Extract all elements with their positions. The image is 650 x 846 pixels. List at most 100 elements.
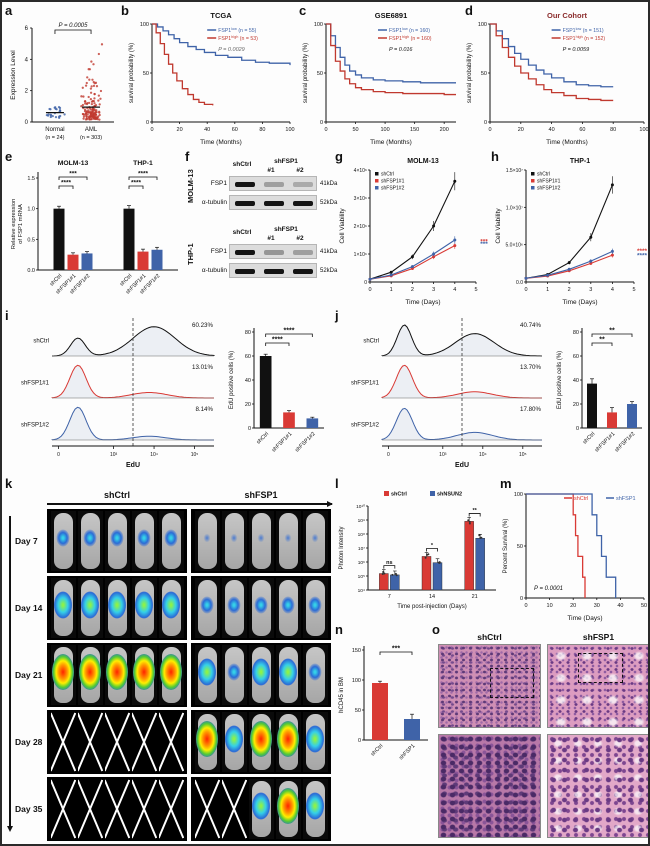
protein-band — [293, 182, 313, 187]
blot-row-α-tubulin: α-tubulin 52kDa — [195, 195, 337, 210]
sig-bracket — [591, 342, 613, 346]
bar-shNSUN2 — [390, 574, 400, 591]
rect-shape — [375, 179, 379, 183]
text-label: 100 — [314, 22, 323, 28]
protein-band — [264, 269, 284, 274]
text-label: 40 — [573, 378, 579, 384]
text-label: 10⁴ — [479, 452, 487, 458]
x-axis-label: Time (Days) — [562, 299, 597, 306]
legend-entry: FSP1high (n = 160) — [389, 35, 432, 42]
tspan-shape: FSP1 — [563, 28, 576, 34]
y-axis-label: survival probability (%) — [467, 43, 473, 103]
blot-image — [229, 195, 317, 210]
bioluminescence-signal-faint — [311, 533, 319, 543]
mice-column-label-shCtrl: shCtrl — [103, 490, 130, 500]
circle-shape — [382, 571, 385, 574]
text-label: 150 — [410, 127, 419, 133]
flow-histogram-shCtrl — [51, 326, 215, 357]
circle-shape — [410, 255, 414, 259]
day-label: Day 35 — [15, 804, 43, 814]
blot-image — [229, 176, 317, 191]
tspan-shape: high — [231, 35, 238, 39]
sig-stars: * — [431, 543, 434, 549]
sig-bracket — [468, 513, 481, 517]
mouse-image — [275, 511, 301, 571]
protein-band — [235, 182, 255, 187]
bar-shFSP1 — [404, 719, 420, 740]
y-axis-label: EdU positive cells (%) — [557, 351, 563, 409]
sig-stars: *** — [480, 241, 488, 248]
x-axis-label: Time (Months) — [546, 139, 588, 146]
tspan-shape: (n = 55) — [237, 28, 257, 34]
sig-stars: **** — [637, 248, 648, 255]
chart-title: MOLM-13 — [407, 158, 439, 165]
mouse-image — [194, 712, 220, 772]
circle-shape — [59, 114, 62, 118]
mouse-image — [302, 712, 328, 772]
lane-label-2: #2 — [296, 167, 304, 174]
viability-line-molm13: 0 1×10⁶ 2×10⁶ 3×10⁶ 4×10⁶ 0 1 2 3 4 5 MOLM-13 Time (… — [339, 158, 488, 306]
line-shFSP1#1 — [369, 245, 456, 280]
circle-shape — [453, 244, 457, 248]
bioluminescence-signal-med — [306, 792, 324, 820]
text-label: 10⁴ — [358, 588, 365, 594]
text-label: 3 — [589, 287, 592, 293]
text-label: 100 — [140, 22, 149, 28]
text-label: 10¹⁰ — [356, 504, 365, 510]
circle-shape — [90, 100, 94, 103]
tspan-shape: FSP1 — [389, 28, 402, 34]
row-label: shFSP1#1 — [351, 381, 380, 387]
bar-shCtrl — [123, 208, 135, 270]
gate-percentage: 13.70% — [520, 364, 541, 371]
text-label: 10³ — [110, 452, 118, 458]
circle-shape — [567, 267, 571, 271]
tspan-shape: (n = 160) — [408, 28, 431, 34]
circle-shape — [80, 105, 83, 108]
gate-percentage: 13.01% — [192, 364, 213, 371]
tspan-shape: (n = 53) — [238, 36, 258, 42]
bioluminescence-signal-low — [83, 529, 97, 547]
circle-shape — [468, 522, 471, 525]
text-label: 40 — [617, 603, 623, 609]
circle-shape — [427, 553, 430, 556]
circle-shape — [55, 108, 58, 111]
circle-shape — [83, 108, 87, 111]
text-label: 1.5×10⁷ — [506, 168, 523, 174]
dead-mouse-x — [50, 779, 76, 839]
panel-letter-k: k — [5, 476, 13, 491]
text-label: 7 — [388, 594, 391, 600]
tspan-shape: (n = 160) — [409, 36, 432, 42]
circle-shape — [394, 572, 397, 575]
gate-percentage: 17.80% — [520, 406, 541, 413]
circle-shape — [49, 115, 52, 119]
text-label: 80 — [573, 330, 579, 336]
expression-dotplot: 0 2 4 6 Expression Level Normal (n = 24) AML (n … — [10, 23, 114, 141]
lane-header: shCtrl shFSP1 #1 #2 — [227, 158, 315, 176]
km-plot-tcga: 0 50 100 0 20 40 60 80 100 Time (Months) survival … — [129, 11, 295, 146]
circle-shape — [81, 86, 84, 89]
text-label: 0 — [150, 127, 153, 133]
circle-shape — [389, 270, 393, 274]
mice-image-shCtrl — [47, 710, 187, 774]
panel-letter-e: e — [5, 149, 13, 164]
circle-shape — [410, 265, 414, 269]
row-label: shFSP1#2 — [351, 423, 380, 429]
histology-images: shCtrl shFSP1 — [438, 632, 648, 844]
y-axis-label: Cell Viability — [339, 208, 346, 244]
circle-shape — [87, 111, 90, 114]
text-label: 2 — [25, 89, 29, 95]
rect-shape — [384, 491, 389, 496]
circle-shape — [97, 94, 101, 97]
bioluminescence-signal-low — [308, 663, 322, 681]
circle-shape — [84, 84, 88, 87]
y-axis-label: Cell Viability — [495, 208, 502, 244]
circle-shape — [90, 117, 93, 121]
circle-shape — [589, 261, 593, 265]
bioluminescence-mice-grid: shCtrl shFSP1 Day 7 Day 14 Day 21 Day 28 Day 3… — [6, 490, 334, 844]
protein-band — [293, 201, 313, 206]
text-label: 6 — [25, 26, 29, 32]
bioluminescence-signal-high — [196, 721, 218, 757]
circle-shape — [87, 95, 90, 99]
text-label: AML — [85, 127, 98, 133]
circle-shape — [424, 556, 427, 559]
